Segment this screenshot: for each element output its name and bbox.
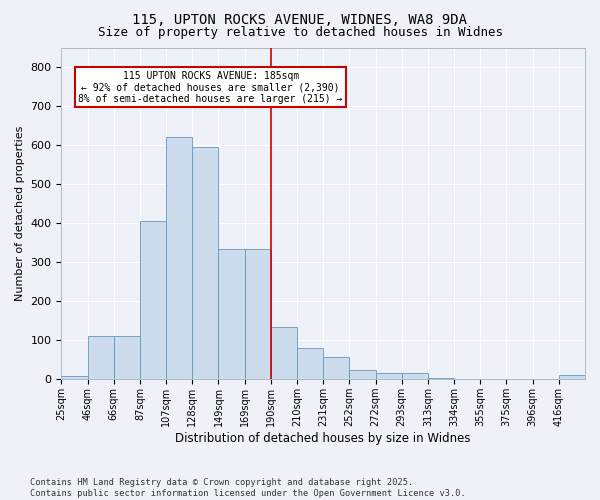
- Text: 115, UPTON ROCKS AVENUE, WIDNES, WA8 9DA: 115, UPTON ROCKS AVENUE, WIDNES, WA8 9DA: [133, 12, 467, 26]
- Text: 115 UPTON ROCKS AVENUE: 185sqm
← 92% of detached houses are smaller (2,390)
8% o: 115 UPTON ROCKS AVENUE: 185sqm ← 92% of …: [79, 70, 343, 104]
- Bar: [61, 376, 88, 380]
- Bar: [140, 221, 166, 380]
- Bar: [297, 348, 323, 380]
- Bar: [349, 370, 376, 380]
- Bar: [559, 376, 585, 380]
- X-axis label: Distribution of detached houses by size in Widnes: Distribution of detached houses by size …: [175, 432, 471, 445]
- Bar: [193, 147, 218, 380]
- Bar: [166, 138, 193, 380]
- Bar: [428, 378, 454, 380]
- Text: Contains HM Land Registry data © Crown copyright and database right 2025.
Contai: Contains HM Land Registry data © Crown c…: [30, 478, 466, 498]
- Bar: [323, 357, 349, 380]
- Bar: [88, 336, 114, 380]
- Bar: [218, 248, 245, 380]
- Y-axis label: Number of detached properties: Number of detached properties: [15, 126, 25, 301]
- Bar: [402, 374, 428, 380]
- Text: Size of property relative to detached houses in Widnes: Size of property relative to detached ho…: [97, 26, 503, 39]
- Bar: [376, 374, 402, 380]
- Bar: [271, 326, 297, 380]
- Bar: [114, 336, 140, 380]
- Bar: [245, 248, 271, 380]
